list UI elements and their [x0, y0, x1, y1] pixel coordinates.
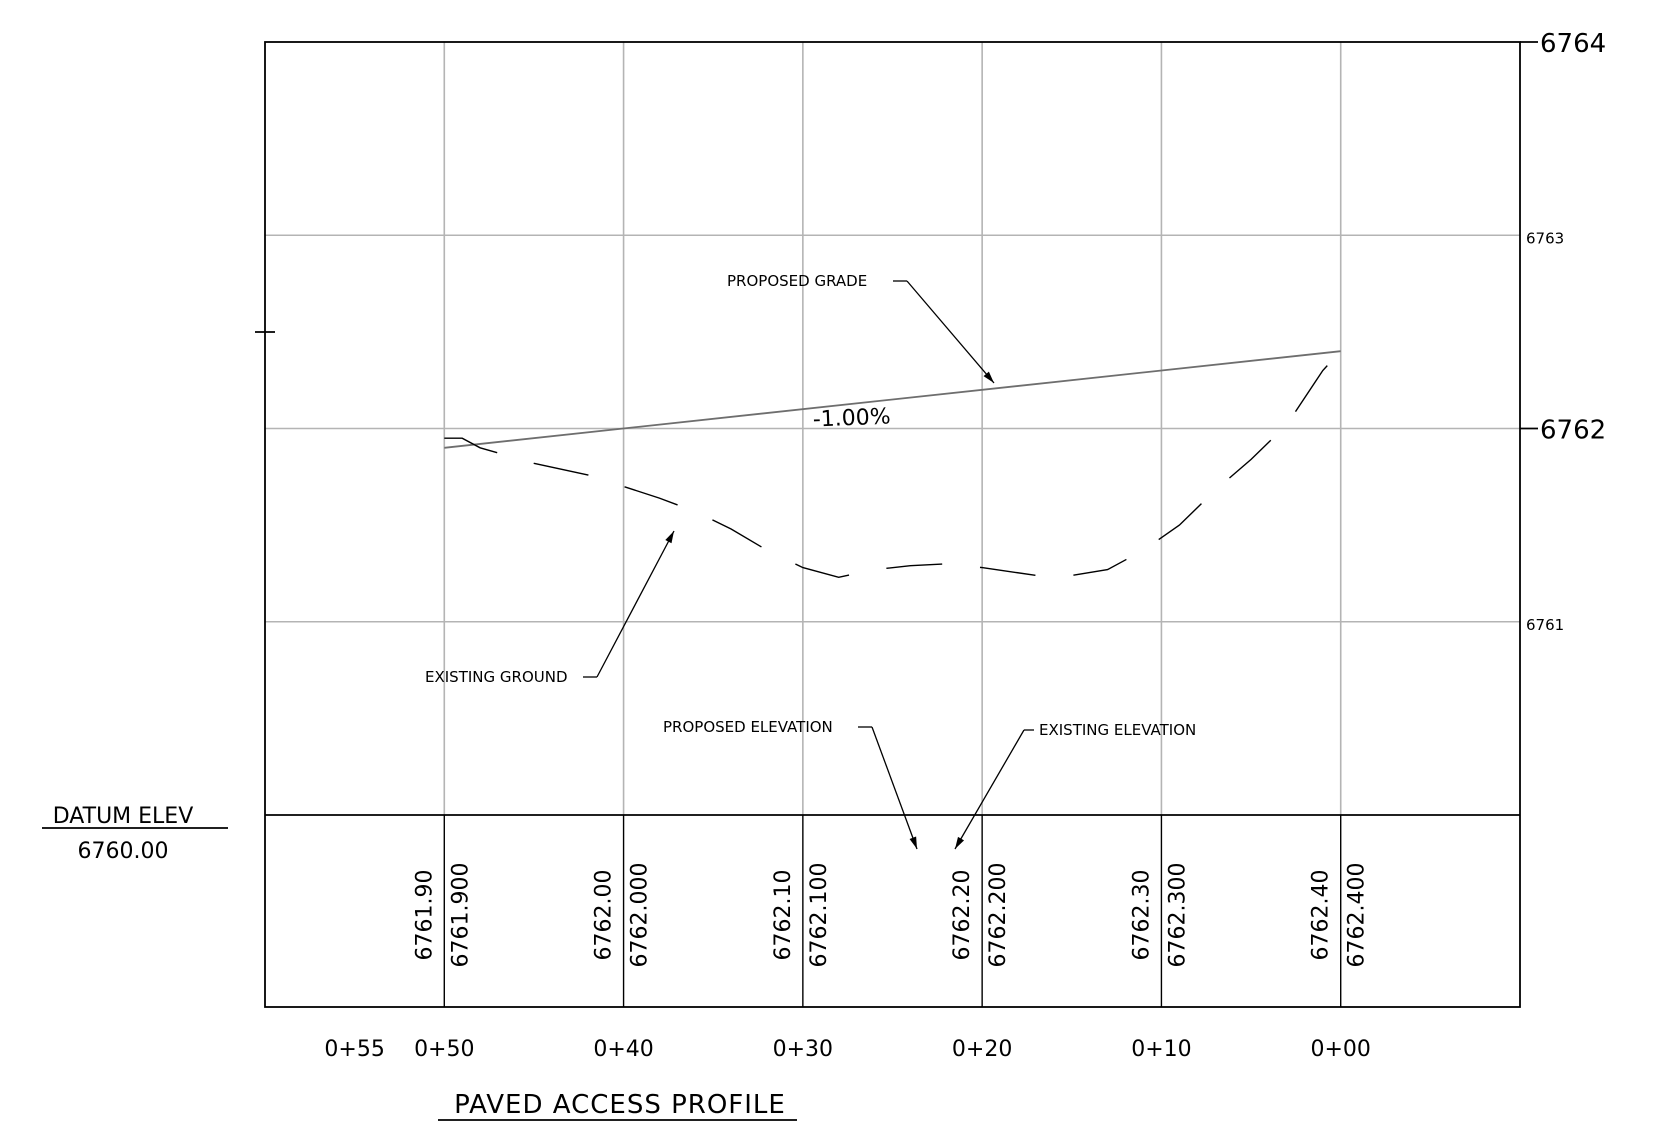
x-tick-label: 0+10: [1131, 1037, 1191, 1062]
x-tick-label: 0+50: [414, 1037, 474, 1062]
existing-elevation-value: 6761.900: [448, 863, 473, 968]
leader-layer: [583, 280, 1034, 850]
grid: [265, 42, 1520, 815]
existing-ground-leader: [596, 530, 675, 678]
existing-elevation-leader: [954, 729, 1025, 850]
x-tick-label: 0+30: [773, 1037, 833, 1062]
existing-elevation-value: 6762.000: [628, 863, 653, 968]
plot-frame: [264, 41, 1521, 1008]
x-tick-label: 0+20: [952, 1037, 1012, 1062]
proposed-elevation-value: 6762.40: [1309, 870, 1334, 961]
text-layer: DATUM ELEV 6760.00 PAVED ACCESS PROFILE …: [53, 272, 1197, 1120]
proposed-grade-arrowhead: [983, 371, 994, 383]
grade-percent-label: -1.00%: [812, 404, 891, 432]
datum-value: 6760.00: [78, 839, 169, 864]
proposed-grade-leader: [906, 280, 995, 384]
proposed-elevation-value: 6762.20: [950, 870, 975, 961]
existing-ground-callout: EXISTING GROUND: [425, 668, 568, 686]
proposed-elevation-value: 6762.00: [592, 870, 617, 961]
proposed-elevation-callout: PROPOSED ELEVATION: [663, 718, 833, 736]
series-layer: [444, 350, 1342, 579]
elevation-table: 6761.90 6761.900 6762.00 6762.000 6762.10 676…: [42, 815, 1370, 1121]
axis-labels: 6761 6762 6763 6764 0+55 0+50 0+40 0+30 0+20 0+10…: [324, 29, 1606, 1062]
existing-elevation-callout: EXISTING ELEVATION: [1039, 721, 1196, 739]
frame: [255, 41, 1521, 1008]
y-tick-label: 6762: [1540, 416, 1606, 446]
existing-elevation-value: 6762.200: [986, 863, 1011, 968]
existing-ground-arrowhead: [665, 531, 674, 544]
x-tick-label: 0+00: [1310, 1037, 1370, 1062]
proposed-elevation-arrowhead: [909, 836, 917, 849]
x-tick-label: 0+55: [324, 1037, 384, 1062]
y-tick-label: 6761: [1526, 616, 1564, 634]
existing-elevation-value: 6762.300: [1165, 863, 1190, 968]
existing-elevation-value: 6762.100: [807, 863, 832, 968]
existing-ground-line: [444, 350, 1342, 579]
proposed-elevation-value: 6761.90: [412, 870, 437, 961]
proposed-grade-callout: PROPOSED GRADE: [727, 272, 867, 290]
y-tick-label: 6763: [1526, 229, 1564, 247]
existing-elevation-value: 6762.400: [1345, 863, 1370, 968]
y-tick-label: 6764: [1540, 29, 1606, 59]
x-tick-label: 0+40: [593, 1037, 653, 1062]
proposed-elevation-value: 6762.30: [1129, 870, 1154, 961]
proposed-elevation-value: 6762.10: [771, 870, 796, 961]
chart-title: PAVED ACCESS PROFILE: [454, 1090, 786, 1120]
proposed-grade-line: [444, 350, 1341, 449]
datum-label: DATUM ELEV: [53, 804, 194, 829]
proposed-elevation-leader: [871, 726, 918, 850]
existing-elevation-arrowhead: [955, 836, 965, 849]
